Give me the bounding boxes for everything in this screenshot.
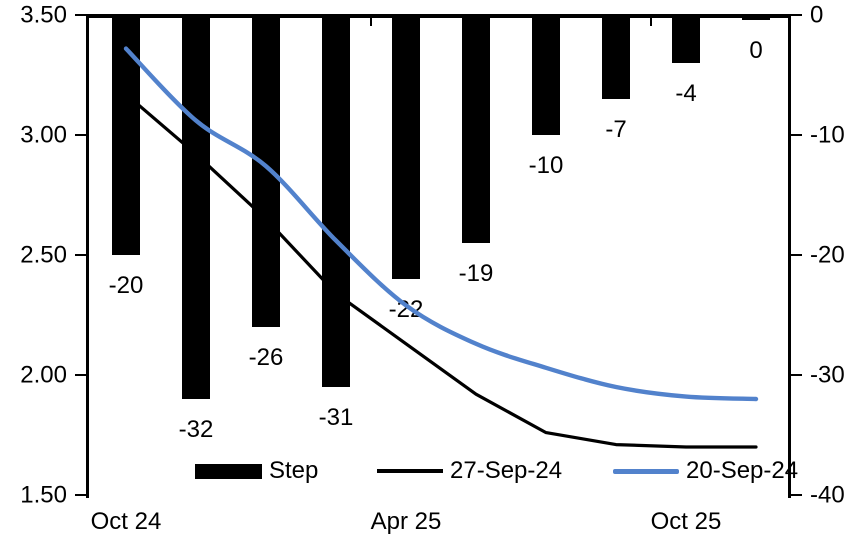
right-axis-tick xyxy=(791,374,802,376)
bar-step xyxy=(392,17,420,279)
bar-data-label: -7 xyxy=(605,116,626,143)
left-axis-tick-label: 2.00 xyxy=(20,361,67,388)
bar-data-label: -20 xyxy=(109,272,144,299)
right-axis-tick-label: -10 xyxy=(810,121,845,148)
right-axis-tick-label: -30 xyxy=(810,361,845,388)
left-axis-line xyxy=(86,14,89,498)
left-axis-tick-label: 1.50 xyxy=(20,481,67,508)
bar-data-label: -31 xyxy=(319,404,354,431)
top-axis-line xyxy=(86,14,791,18)
right-axis-tick xyxy=(791,14,802,16)
left-axis-tick xyxy=(75,14,86,16)
right-axis-tick-label: 0 xyxy=(810,1,823,28)
bar-step xyxy=(182,17,210,399)
x-axis-label: Apr 25 xyxy=(371,508,442,535)
x-axis-label: Oct 24 xyxy=(91,508,162,535)
bar-step xyxy=(462,17,490,243)
bar-data-label: -26 xyxy=(249,344,284,371)
bar-step xyxy=(742,17,770,20)
bar-data-label: 0 xyxy=(749,37,762,64)
bar-step xyxy=(602,17,630,99)
bar-data-label: -22 xyxy=(389,296,424,323)
bar-data-label: -4 xyxy=(675,80,696,107)
left-axis-tick xyxy=(75,254,86,256)
left-axis-tick xyxy=(75,134,86,136)
bar-data-label: -19 xyxy=(459,260,494,287)
right-axis-line xyxy=(788,14,791,498)
bar-step xyxy=(672,17,700,63)
top-axis-category-tick xyxy=(650,18,652,26)
left-axis-tick xyxy=(75,494,86,496)
right-axis-tick-label: -20 xyxy=(810,241,845,268)
right-axis-tick xyxy=(791,494,802,496)
bar-step xyxy=(252,17,280,327)
line-series-20-sep-24 xyxy=(123,46,759,402)
right-axis-tick xyxy=(791,254,802,256)
left-axis-tick xyxy=(75,374,86,376)
left-axis-tick-label: 3.00 xyxy=(20,121,67,148)
bar-step xyxy=(322,17,350,387)
line-series-27-sep-24 xyxy=(124,92,758,449)
bar-step xyxy=(112,17,140,255)
bar-step xyxy=(532,17,560,135)
top-axis-category-tick xyxy=(370,18,372,26)
bar-data-label: -10 xyxy=(529,152,564,179)
left-axis-tick-label: 3.50 xyxy=(20,1,67,28)
left-axis-tick-label: 2.50 xyxy=(20,241,67,268)
bar-data-label: -32 xyxy=(179,416,214,443)
right-axis-tick-label: -40 xyxy=(810,481,845,508)
x-axis-label: Oct 25 xyxy=(651,508,722,535)
right-axis-tick xyxy=(791,134,802,136)
